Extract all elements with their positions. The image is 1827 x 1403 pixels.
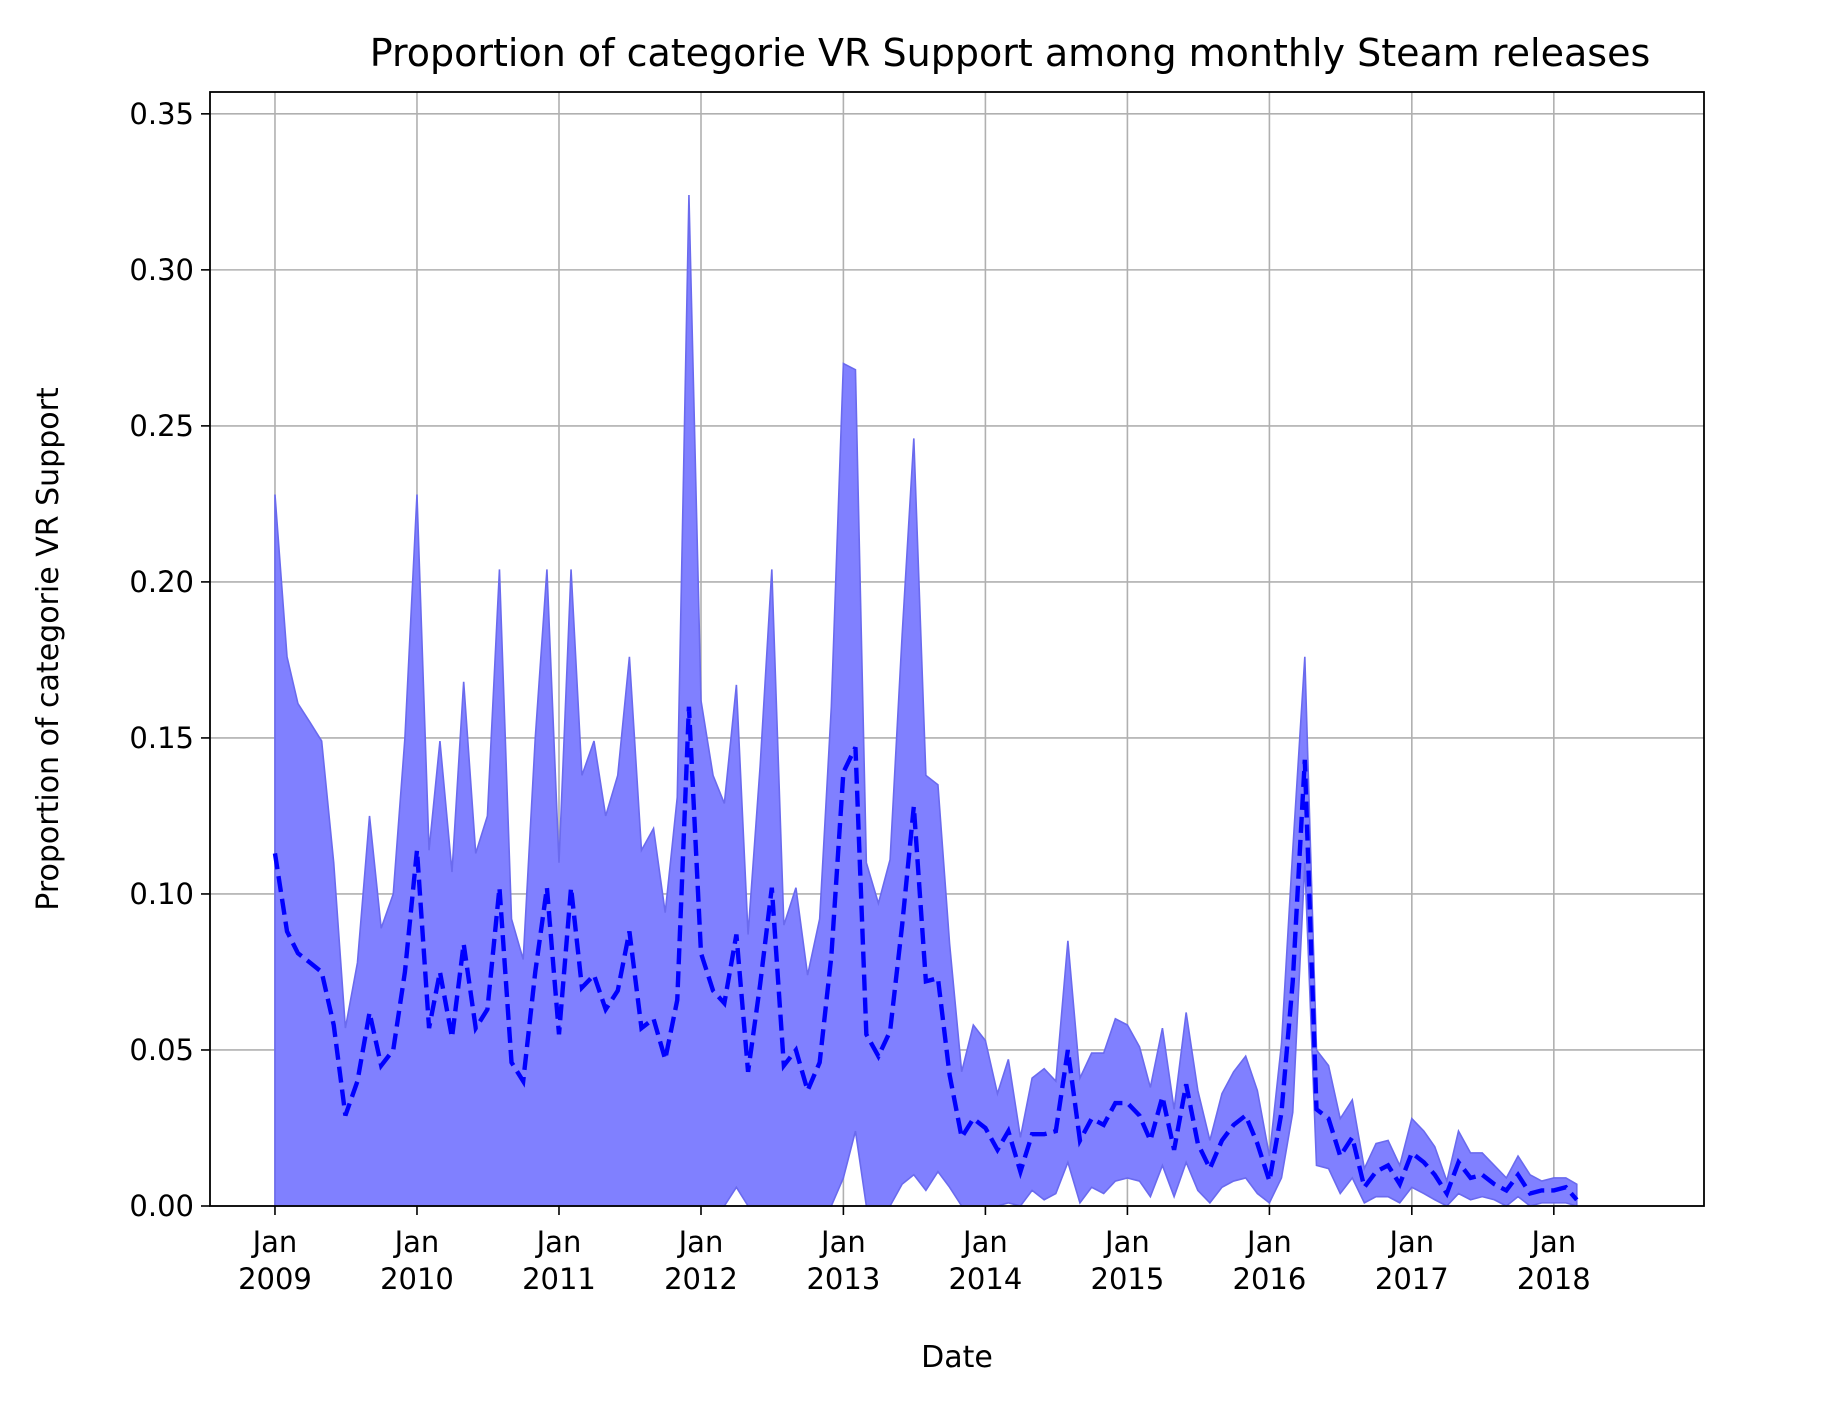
y-tick-label: 0.10 [129,877,194,911]
x-axis-ticks: Jan2009Jan2010Jan2011Jan2012Jan2013Jan20… [238,1206,1591,1296]
x-tick-label-month: Jan [677,1225,724,1259]
x-tick-label-year: 2017 [1375,1262,1449,1296]
y-tick-label: 0.00 [129,1189,194,1223]
x-tick-label-year: 2015 [1091,1262,1165,1296]
x-tick-label-month: Jan [819,1225,866,1259]
plot-area-frame [209,91,1705,1207]
x-tick-label-month: Jan [393,1225,440,1259]
y-tick-label: 0.30 [129,253,194,287]
y-tick-label: 0.05 [129,1033,194,1067]
chart-title: Proportion of categorie VR Support among… [370,31,1651,75]
x-tick-label-year: 2012 [664,1262,738,1296]
x-tick-label-year: 2009 [238,1262,312,1296]
x-tick-label-year: 2018 [1517,1262,1591,1296]
x-tick-label-year: 2010 [380,1262,454,1296]
y-tick-label: 0.15 [129,721,194,755]
x-tick-label-year: 2011 [522,1262,596,1296]
x-tick-label-year: 2013 [806,1262,880,1296]
y-axis-label: Proportion of categorie VR Support [31,387,66,911]
x-tick-label-month: Jan [251,1225,298,1259]
y-tick-label: 0.35 [129,97,194,131]
x-tick-label-year: 2014 [948,1262,1022,1296]
x-tick-label-year: 2016 [1233,1262,1307,1296]
x-tick-label-month: Jan [961,1225,1008,1259]
mean-proportion-line [272,706,1579,1202]
x-tick-label-month: Jan [1387,1225,1434,1259]
y-tick-label: 0.25 [129,409,194,443]
x-tick-label-month: Jan [535,1225,582,1259]
x-tick-label-month: Jan [1529,1225,1576,1259]
y-tick-label: 0.20 [129,565,194,599]
x-axis-label: Date [921,1340,993,1375]
y-axis-ticks: 0.00 0.05 0.10 0.15 0.20 0.25 0.30 0.35 [129,97,210,1223]
x-tick-label-month: Jan [1245,1225,1292,1259]
x-tick-label-month: Jan [1103,1225,1150,1259]
